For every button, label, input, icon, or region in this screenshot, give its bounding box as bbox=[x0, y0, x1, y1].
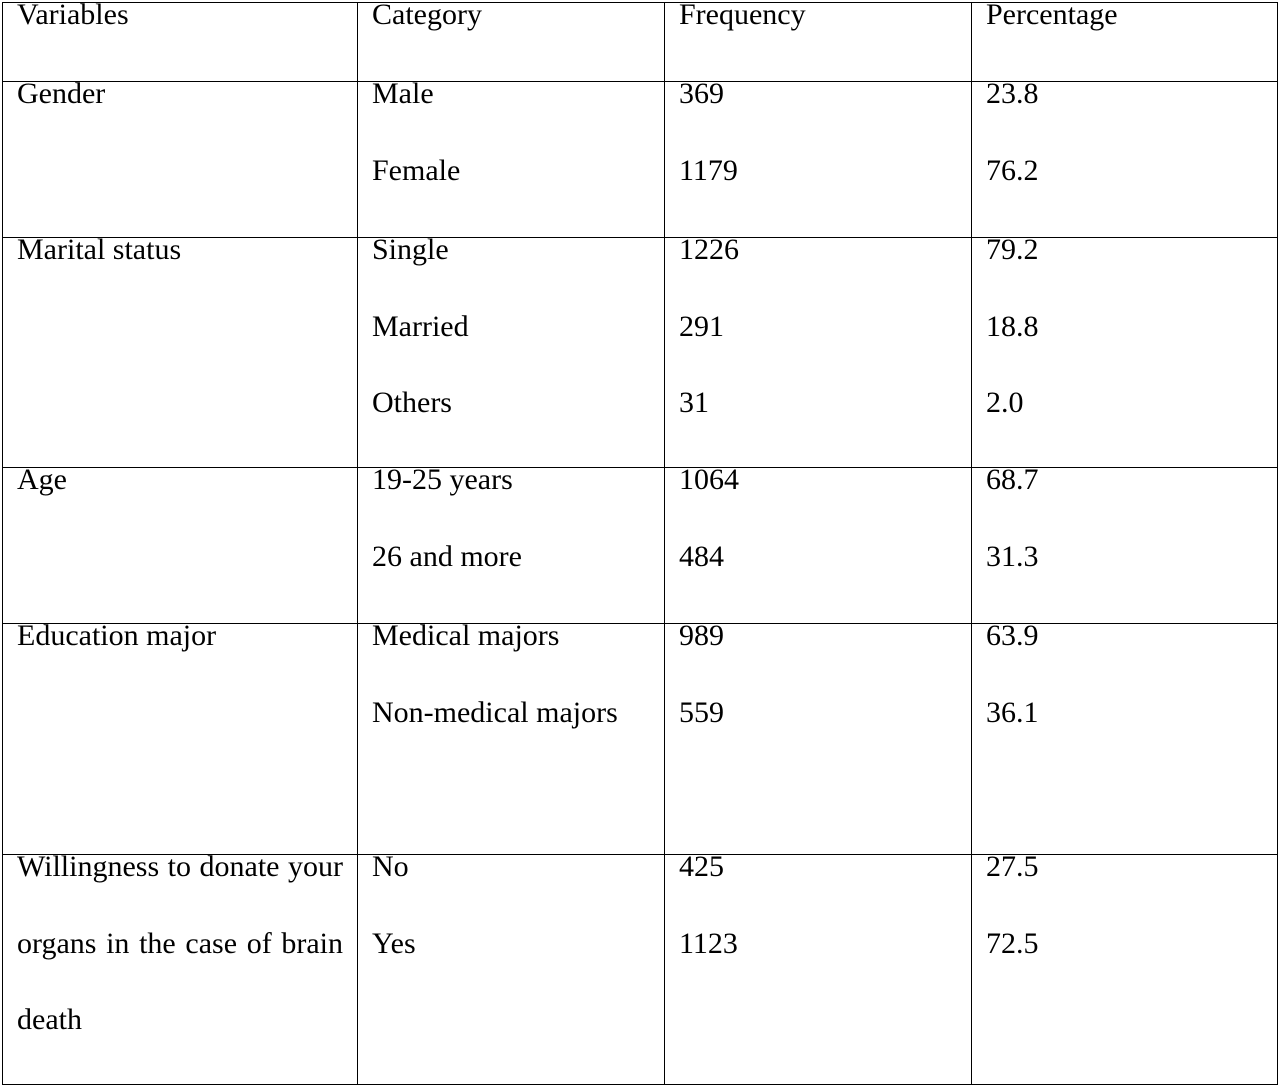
category-value: Male bbox=[372, 77, 434, 110]
frequency-value: 989 bbox=[679, 619, 724, 652]
percentage-cell: 79.2 18.8 2.0 bbox=[971, 233, 1278, 468]
category-value: Married bbox=[372, 309, 469, 343]
percentage-value: 2.0 bbox=[986, 386, 1024, 419]
frequency-value: 1123 bbox=[679, 926, 738, 960]
category-value: Single bbox=[372, 233, 449, 266]
frequency-value: 1064 bbox=[679, 463, 739, 496]
category-value: No bbox=[372, 850, 409, 883]
frequency-value: 1179 bbox=[679, 153, 738, 187]
category-cell: Single Married Others bbox=[357, 233, 665, 468]
frequency-cell: 369 1179 bbox=[664, 77, 972, 238]
percentage-value: 18.8 bbox=[986, 309, 1039, 343]
percentage-value: 27.5 bbox=[986, 850, 1039, 883]
frequency-value: 484 bbox=[679, 539, 724, 573]
category-cell: Medical majors Non-medical majors bbox=[357, 619, 665, 855]
frequency-value: 559 bbox=[679, 695, 724, 729]
frequency-value: 369 bbox=[679, 77, 724, 110]
frequency-cell: 1064 484 bbox=[664, 463, 972, 624]
frequency-cell: 989 559 bbox=[664, 619, 972, 855]
table-row-marital-status: Marital status Single Married Others 122… bbox=[2, 233, 1278, 468]
percentage-value: 63.9 bbox=[986, 619, 1039, 652]
percentage-cell: 68.7 31.3 bbox=[971, 463, 1278, 624]
frequency-value: 291 bbox=[679, 309, 724, 343]
frequency-value: 425 bbox=[679, 850, 724, 883]
header-cell-variables: Variables bbox=[2, 0, 358, 82]
variable-label: Age bbox=[17, 463, 67, 496]
percentage-value: 76.2 bbox=[986, 153, 1039, 187]
category-value: 26 and more bbox=[372, 539, 522, 573]
header-variables: Variables bbox=[17, 0, 129, 31]
category-value: Medical majors bbox=[372, 619, 560, 652]
frequency-value: 31 bbox=[679, 386, 709, 419]
percentage-cell: 23.8 76.2 bbox=[971, 77, 1278, 238]
category-value: Non-medical majors bbox=[372, 695, 618, 729]
variable-cell: Willingness to donate your organs in the… bbox=[2, 850, 358, 1085]
header-cell-frequency: Frequency bbox=[664, 0, 972, 82]
variable-cell: Marital status bbox=[2, 233, 358, 468]
percentage-cell: 63.9 36.1 bbox=[971, 619, 1278, 855]
frequency-value: 1226 bbox=[679, 233, 739, 266]
category-cell: No Yes bbox=[357, 850, 665, 1085]
percentage-cell: 27.5 72.5 bbox=[971, 850, 1278, 1085]
header-cell-category: Category bbox=[357, 0, 665, 82]
frequency-cell: 425 1123 bbox=[664, 850, 972, 1085]
percentage-value: 31.3 bbox=[986, 539, 1039, 573]
table-row-willingness: Willingness to donate your organs in the… bbox=[2, 850, 1278, 1085]
variable-label: Marital status bbox=[17, 233, 182, 266]
header-percentage: Percentage bbox=[986, 0, 1118, 31]
variable-cell: Education major bbox=[2, 619, 358, 855]
header-frequency: Frequency bbox=[679, 0, 806, 31]
category-value: Female bbox=[372, 153, 461, 187]
header-category: Category bbox=[372, 0, 482, 31]
variable-label: Education major bbox=[17, 619, 217, 652]
category-cell: Male Female bbox=[357, 77, 665, 238]
table-row-education-major: Education major Medical majors Non-medic… bbox=[2, 619, 1278, 855]
variable-cell: Age bbox=[2, 463, 358, 624]
percentage-value: 68.7 bbox=[986, 463, 1039, 496]
category-cell: 19-25 years 26 and more bbox=[357, 463, 665, 624]
percentage-value: 72.5 bbox=[986, 926, 1039, 960]
variable-label: Willingness to donate your organs in the… bbox=[17, 850, 343, 1036]
percentage-value: 23.8 bbox=[986, 77, 1039, 110]
frequency-cell: 1226 291 31 bbox=[664, 233, 972, 468]
category-value: 19-25 years bbox=[372, 463, 513, 496]
table-row-gender: Gender Male Female 369 1179 23.8 76.2 bbox=[2, 77, 1278, 238]
table-row-age: Age 19-25 years 26 and more 1064 484 68.… bbox=[2, 463, 1278, 624]
percentage-value: 36.1 bbox=[986, 695, 1039, 729]
category-value: Others bbox=[372, 386, 452, 419]
percentage-value: 79.2 bbox=[986, 233, 1039, 266]
variable-label: Gender bbox=[17, 77, 106, 110]
category-value: Yes bbox=[372, 926, 416, 960]
